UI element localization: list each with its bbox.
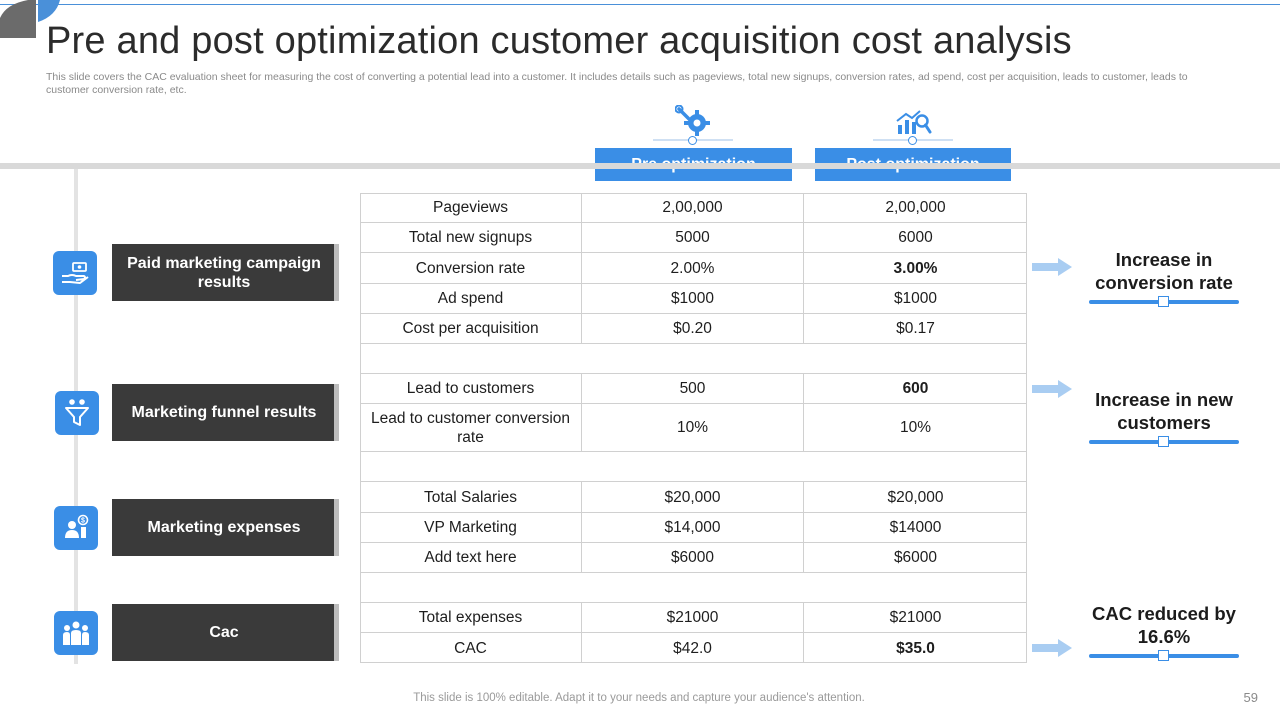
metric-cell: Total Salaries	[360, 482, 582, 512]
hand-money-icon	[53, 251, 97, 295]
result-knob	[1158, 650, 1169, 661]
post-value-cell: 10%	[899, 419, 932, 436]
metric-cell: CAC	[360, 633, 582, 663]
metric-cell: Cost per acquisition	[360, 314, 582, 343]
post-value-cell: $35.0	[896, 639, 935, 657]
pre-value-cell: $0.20	[582, 314, 804, 343]
page-subtitle: This slide covers the CAC evaluation she…	[46, 71, 1188, 96]
table-row: Total Salaries $20,000 $20,000	[360, 482, 1027, 513]
pre-value-cell: 10%	[582, 404, 804, 451]
table-row: Add text here $6000 $6000	[360, 543, 1027, 573]
category-paid-marketing: Paid marketing campaign results	[112, 244, 336, 301]
category-box-shadow	[334, 244, 339, 301]
post-value-cell: $6000	[893, 549, 938, 566]
table-row: Total new signups 5000 6000	[360, 223, 1027, 253]
metric-cell: Lead to customer conversion rate	[360, 404, 582, 451]
table-row: Lead to customers 500 600	[360, 374, 1027, 404]
header-band	[0, 163, 1280, 169]
category-marketing-expenses: Marketing expenses	[112, 499, 336, 556]
metric-cell: Add text here	[360, 543, 582, 572]
arrow-right-icon	[1032, 258, 1072, 276]
table-spacer-row	[360, 573, 1027, 603]
metric-cell: Total expenses	[360, 603, 582, 632]
table-row: Total expenses $21000 $21000	[360, 603, 1027, 633]
person-dollar-icon: $	[54, 506, 98, 550]
data-table	[360, 193, 1027, 663]
arrow-right-icon	[1032, 380, 1072, 398]
column-dot	[688, 136, 697, 145]
page-number: 59	[1243, 690, 1258, 705]
top-accent-line	[0, 4, 1280, 5]
post-value-cell: $14000	[889, 519, 942, 536]
pre-value-cell: $20,000	[582, 482, 804, 512]
table-row: Conversion rate 2.00% 3.00%	[360, 253, 1027, 284]
chart-magnifier-icon	[893, 102, 933, 142]
category-marketing-funnel: Marketing funnel results	[112, 384, 336, 441]
table-spacer-row	[360, 452, 1027, 482]
metric-cell: VP Marketing	[360, 513, 582, 542]
pre-value-cell: $21000	[582, 603, 804, 632]
metric-cell: Conversion rate	[360, 253, 582, 283]
category-cac: Cac	[112, 604, 336, 661]
table-row: Pageviews 2,00,000 2,00,000	[360, 193, 1027, 223]
pre-value-cell: 2,00,000	[582, 193, 804, 222]
result-knob	[1158, 436, 1169, 447]
category-box-shadow	[334, 384, 339, 441]
post-value-cell: 6000	[898, 229, 933, 246]
pre-value-cell: 500	[582, 374, 804, 403]
team-icon	[54, 611, 98, 655]
arrow-right-icon	[1032, 639, 1072, 657]
page-title: Pre and post optimization customer acqui…	[46, 20, 1072, 62]
metric-cell: Ad spend	[360, 284, 582, 313]
table-row: CAC $42.0 $35.0	[360, 633, 1027, 663]
result-conversion-rate: Increase in conversion rate	[1095, 249, 1233, 293]
pre-value-cell: 2.00%	[582, 253, 804, 283]
metric-cell: Lead to customers	[360, 374, 582, 403]
post-value-cell: 2,00,000	[885, 199, 946, 216]
category-box-shadow	[334, 604, 339, 661]
post-value-cell: $20,000	[887, 488, 944, 506]
footer-note: This slide is 100% editable. Adapt it to…	[413, 692, 865, 704]
pre-value-cell: $42.0	[582, 633, 804, 663]
gear-wrench-icon	[673, 102, 713, 142]
post-value-cell: 3.00%	[893, 259, 938, 277]
table-row: Lead to customer conversion rate 10% 10%	[360, 404, 1027, 452]
result-cac-reduced: CAC reduced by 16.6%	[1092, 603, 1236, 647]
result-new-customers: Increase in new customers	[1095, 389, 1233, 433]
pre-value-cell: 5000	[582, 223, 804, 252]
metric-cell: Total new signups	[360, 223, 582, 252]
pre-value-cell: $1000	[582, 284, 804, 313]
corner-logo-shape	[0, 0, 60, 38]
result-knob	[1158, 296, 1169, 307]
pre-value-cell: $14,000	[582, 513, 804, 542]
category-box-shadow	[334, 499, 339, 556]
funnel-icon	[55, 391, 99, 435]
svg-text:$: $	[81, 518, 85, 525]
post-value-cell: $0.17	[896, 320, 935, 337]
metric-cell: Pageviews	[360, 193, 582, 222]
table-row: Cost per acquisition $0.20 $0.17	[360, 314, 1027, 344]
table-row: Ad spend $1000 $1000	[360, 284, 1027, 314]
table-spacer-row	[360, 344, 1027, 374]
column-dot	[908, 136, 917, 145]
pre-value-cell: $6000	[582, 543, 804, 572]
post-value-cell: $21000	[889, 609, 942, 626]
post-value-cell: 600	[902, 380, 929, 397]
post-value-cell: $1000	[893, 290, 938, 307]
table-row: VP Marketing $14,000 $14000	[360, 513, 1027, 543]
